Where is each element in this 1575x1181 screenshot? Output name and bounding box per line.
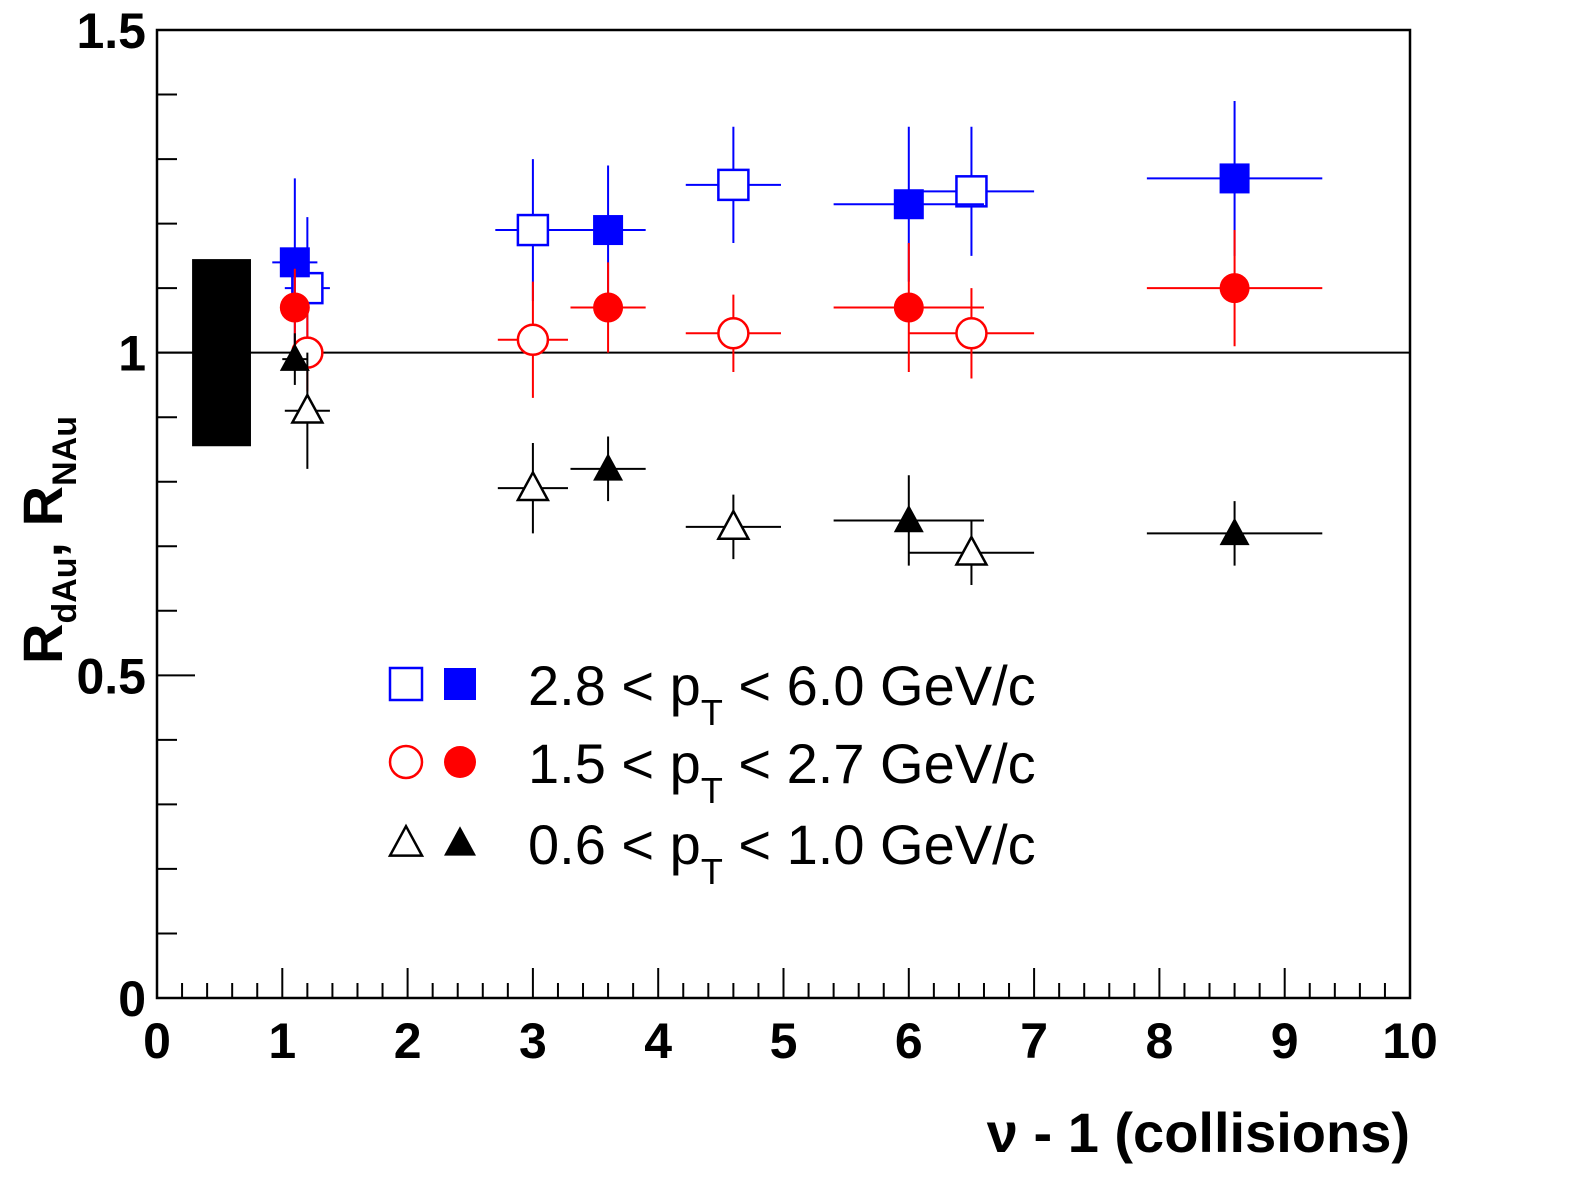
open-triangle-marker [954,534,989,566]
legend-filled-circle-marker [444,746,476,778]
x-tick-label: 0 [143,1013,171,1069]
filled-circle-marker [593,292,624,323]
filled-circle-marker [279,292,310,323]
x-tick-label: 6 [895,1013,923,1069]
y-tick-label: 0.5 [76,648,146,704]
filled-circle-marker [1219,273,1250,304]
filled-square-marker [893,189,924,220]
y-tick-label: 1.5 [76,3,146,59]
x-tick-label: 5 [770,1013,798,1069]
legend-entry-label: 2.8 < pT < 6.0 GeV/c [528,654,1036,733]
data-points-layer [272,100,1323,585]
y-tick-label: 0 [118,971,146,1027]
open-triangle-marker [716,508,751,540]
x-tick-label: 8 [1145,1013,1173,1069]
open-square-marker [955,175,988,208]
filled-triangle-marker [593,453,624,481]
x-tick-label: 7 [1020,1013,1048,1069]
legend-entry-label: 1.5 < pT < 2.7 GeV/c [528,732,1036,811]
filled-triangle-marker [279,343,310,371]
legend-filled-triangle-marker [444,826,476,856]
legend-entry-label: 0.6 < pT < 1.0 GeV/c [528,813,1036,892]
open-square-marker [516,213,550,247]
open-square-marker [717,168,750,202]
legend-open-square-marker [388,666,424,702]
x-tick-label: 10 [1382,1013,1438,1069]
open-circle-marker [717,317,750,350]
filled-square-marker [1219,163,1250,194]
x-tick-label: 1 [268,1013,296,1069]
filled-triangle-marker [893,504,924,533]
x-axis-title: ν - 1 (collisions) [987,1101,1410,1164]
open-circle-marker [955,317,988,350]
open-circle-marker [516,323,550,357]
filled-square-marker [593,215,624,246]
x-tick-label: 9 [1271,1013,1299,1069]
axis-ticks: 0 1 2 3 4 5 6 7 8 9 10 0 0.5 1 1.5 [76,3,1437,1069]
open-triangle-marker [290,392,325,424]
filled-circle-marker [893,292,924,323]
open-triangle-marker [515,469,551,502]
legend-open-circle-marker [388,744,424,780]
y-axis-title: RdAu, RNAu [11,416,84,664]
filled-triangle-marker [1219,517,1250,546]
x-tick-label: 4 [644,1013,672,1069]
y-tick-label: 1 [118,326,146,382]
legend: 2.8 < pT < 6.0 GeV/c1.5 < pT < 2.7 GeV/c… [387,654,1036,892]
x-tick-label: 3 [519,1013,547,1069]
legend-open-triangle-marker [387,823,425,857]
legend-filled-square-marker [444,668,476,700]
x-tick-label: 2 [394,1013,422,1069]
